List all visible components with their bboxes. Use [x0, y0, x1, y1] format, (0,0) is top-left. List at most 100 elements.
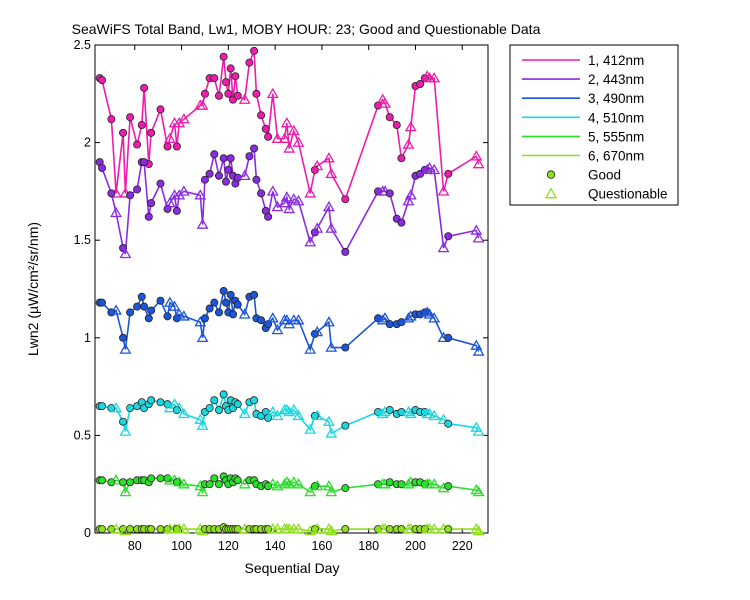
good-point: [126, 113, 135, 122]
good-point: [140, 83, 149, 92]
questionable-point: [423, 407, 436, 419]
questionable-point: [472, 157, 485, 169]
questionable-point: [472, 485, 485, 497]
questionable-point: [110, 522, 122, 534]
questionable-point: [292, 478, 305, 489]
good-point: [444, 169, 453, 178]
questionable-point: [283, 142, 296, 153]
questionable-point: [271, 480, 284, 491]
good-point: [147, 199, 156, 208]
questionable-point: [271, 323, 284, 335]
good-point: [341, 484, 350, 493]
questionable-point: [177, 478, 190, 489]
y-axis-title: Lwn2 (µW/cm²/sr/nm): [25, 222, 41, 356]
good-point: [250, 144, 259, 153]
questionable-point: [325, 524, 338, 536]
questionable-point: [470, 483, 483, 495]
questionable-point: [194, 316, 207, 327]
questionable-point: [323, 316, 335, 327]
questionable-point: [428, 478, 441, 489]
good-point: [416, 80, 425, 89]
good-point: [226, 154, 235, 163]
questionable-point: [177, 310, 190, 321]
x-tick-label: 140: [265, 539, 286, 553]
legend-label-2: 2, 443nm: [588, 72, 644, 87]
questionable-point: [278, 197, 291, 208]
legend-label-1: 1, 412nm: [588, 53, 644, 68]
good-point: [119, 333, 128, 342]
good-point: [221, 177, 230, 186]
questionable-point: [287, 403, 300, 415]
good-point: [144, 314, 153, 323]
good-point: [245, 58, 254, 67]
questionable-point: [325, 427, 338, 438]
questionable-point: [119, 343, 132, 354]
good-point: [210, 298, 219, 307]
good-point: [252, 89, 261, 98]
questionable-point: [323, 200, 335, 212]
x-axis-title: Sequential Day: [245, 560, 340, 576]
questionable-point: [325, 222, 338, 233]
questionable-point: [472, 232, 485, 243]
good-point: [224, 89, 233, 98]
good-point: [133, 302, 142, 311]
questionable-point: [163, 197, 176, 208]
questionable-point: [311, 409, 324, 421]
good-point: [98, 76, 107, 85]
good-point: [341, 247, 350, 256]
good-point: [163, 142, 172, 151]
good-point: [219, 286, 228, 295]
good-point: [341, 421, 350, 430]
questionable-point: [404, 407, 417, 419]
questionable-point: [292, 409, 305, 421]
good-point: [444, 525, 453, 534]
questionable-point: [196, 331, 209, 343]
chart-title: SeaWiFS Total Band, Lw1, MOBY HOUR: 23; …: [72, 21, 541, 37]
questionable-point: [173, 308, 186, 319]
questionable-point: [280, 116, 293, 128]
good-point: [229, 310, 238, 319]
y-tick-label: 0.5: [74, 428, 91, 442]
questionable-point: [283, 478, 296, 489]
questionable-point: [470, 224, 483, 235]
good-point: [119, 128, 128, 137]
good-point: [137, 292, 146, 301]
questionable-point: [238, 407, 251, 419]
good-point: [233, 300, 242, 309]
good-point: [444, 333, 453, 342]
good-point: [392, 121, 401, 130]
questionable-point: [325, 341, 338, 352]
questionable-point: [168, 300, 181, 311]
good-point: [133, 140, 142, 149]
good-point: [257, 111, 266, 120]
questionable-point: [266, 87, 279, 99]
good-point: [133, 185, 142, 194]
good-point: [205, 304, 214, 313]
good-point: [156, 179, 165, 188]
questionable-point: [271, 132, 284, 143]
questionable-point: [379, 312, 391, 323]
questionable-point: [110, 401, 122, 413]
questionable-point: [402, 312, 415, 323]
good-point: [214, 308, 223, 317]
questionable-point: [292, 136, 305, 147]
good-point: [156, 398, 165, 407]
good-point: [231, 72, 240, 81]
questionable-point: [238, 308, 251, 319]
questionable-point: [470, 150, 483, 161]
questionable-point: [470, 339, 483, 350]
questionable-point: [177, 113, 190, 124]
good-point: [210, 150, 219, 159]
questionable-point: [325, 167, 338, 179]
questionable-point: [283, 202, 296, 214]
good-point: [144, 212, 153, 221]
series-line-1: [99, 50, 480, 202]
legend-label-questionable: Questionable: [588, 187, 668, 202]
questionable-point: [194, 189, 207, 200]
good-point: [219, 52, 228, 61]
questionable-point: [304, 423, 317, 434]
questionable-point: [194, 413, 207, 425]
y-tick-label: 1: [84, 331, 91, 345]
legend-questionable-marker: [544, 187, 558, 199]
questionable-point: [287, 124, 300, 136]
